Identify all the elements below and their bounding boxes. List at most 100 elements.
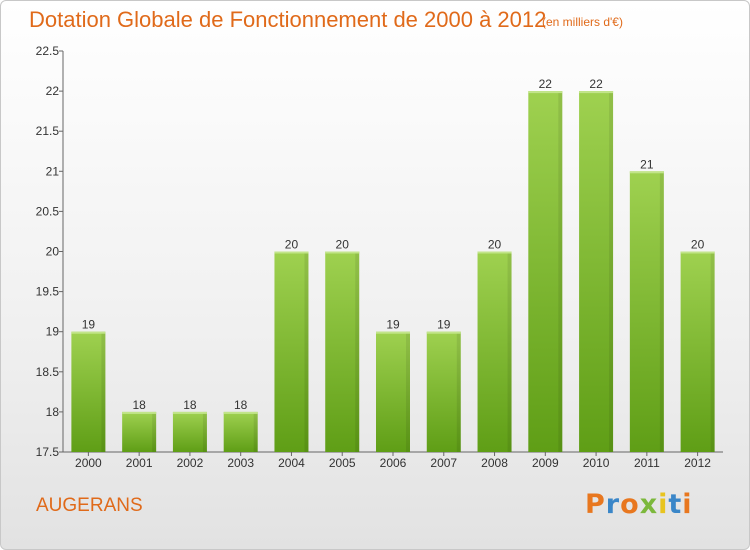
logo-letter: o (620, 489, 640, 520)
bar-group: 19 (376, 318, 410, 452)
bar (528, 91, 563, 452)
bar (579, 91, 614, 452)
bar-top-highlight (122, 411, 157, 414)
bar-value-label: 22 (539, 77, 553, 91)
x-tick-label: 2006 (380, 456, 407, 470)
bar-top-highlight (426, 331, 461, 334)
bar-group: 20 (477, 238, 512, 452)
bar-value-label: 22 (589, 77, 603, 91)
x-tick-label: 2012 (684, 456, 711, 470)
proxiti-logo: Proxiti (585, 489, 693, 520)
logo-letter: i (682, 489, 693, 520)
bar (376, 331, 410, 452)
bar-top-highlight (376, 331, 410, 334)
x-tick-label: 2002 (177, 456, 204, 470)
logo-letter: i (658, 489, 669, 520)
bar (477, 251, 512, 452)
bar-shade (659, 171, 664, 453)
bars: 19 18 18 18 20 20 19 19 20 22 22 21 20 (71, 77, 715, 453)
x-tick-label: 2005 (329, 456, 356, 470)
bar-group: 22 (579, 77, 614, 452)
bar-value-label: 18 (234, 398, 248, 412)
bar-value-label: 18 (132, 398, 146, 412)
x-tick-label: 2003 (227, 456, 254, 470)
bar-top-highlight (528, 91, 563, 94)
bar-shade (202, 411, 207, 452)
bar-top-highlight (325, 251, 360, 254)
y-tick-label: 18.5 (36, 365, 60, 379)
bar-shade (456, 331, 461, 452)
x-tick-label: 2010 (583, 456, 610, 470)
x-tick-label: 2008 (481, 456, 508, 470)
bar-value-label: 19 (386, 318, 400, 332)
bar-value-label: 20 (691, 238, 705, 252)
y-tick-label: 22 (46, 84, 60, 98)
bar-group: 19 (71, 318, 106, 452)
bar-shade (558, 91, 563, 452)
y-tick-label: 20.5 (36, 204, 60, 218)
bar-shade (609, 91, 614, 452)
y-tick-label: 21.5 (36, 124, 60, 138)
bar-top-highlight (680, 251, 715, 254)
bar-group: 21 (629, 157, 664, 453)
x-tick-label: 2009 (532, 456, 559, 470)
chart-subtitle: (en milliers d'€) (542, 15, 623, 29)
y-tick-label: 19 (46, 325, 60, 339)
logo-letter: r (605, 489, 621, 520)
bar-group: 20 (325, 238, 360, 452)
bar-top-highlight (223, 411, 258, 414)
bar-top-highlight (629, 171, 664, 174)
axes: 17.5 18 18.5 19 19.5 20 20.5 21 21.5 22 22.5 2000 20… (36, 44, 723, 470)
bar-value-label: 18 (183, 398, 197, 412)
bar (274, 251, 309, 452)
bar-top-highlight (172, 411, 207, 414)
logo-letter: P (585, 489, 606, 520)
bar-group: 20 (680, 238, 715, 452)
y-tick-label: 20 (46, 245, 60, 259)
bar-value-label: 20 (336, 238, 350, 252)
bar-shade (355, 251, 360, 452)
bar-shade (304, 251, 309, 452)
commune-name: AUGERANS (36, 495, 143, 516)
bar-value-label: 21 (640, 157, 654, 171)
bar (680, 251, 715, 452)
x-tick-label: 2001 (126, 456, 153, 470)
bar (325, 251, 360, 452)
bar-group: 18 (122, 398, 157, 452)
y-tick-label: 18 (46, 405, 60, 419)
bar (122, 411, 157, 452)
chart-title: Dotation Globale de Fonctionnement de 20… (29, 7, 547, 32)
bar-group: 18 (223, 398, 258, 452)
bar-group: 19 (426, 318, 461, 452)
bar-top-highlight (274, 251, 309, 254)
bar-shade (253, 411, 258, 452)
x-tick-label: 2000 (75, 456, 102, 470)
bar (629, 171, 664, 453)
bar-value-label: 20 (488, 238, 502, 252)
bar-group: 18 (172, 398, 207, 452)
x-tick-label: 2007 (430, 456, 457, 470)
bar-value-label: 20 (285, 238, 299, 252)
bar (426, 331, 461, 452)
bar-group: 20 (274, 238, 309, 452)
bar-top-highlight (477, 251, 512, 254)
bar-value-label: 19 (82, 318, 96, 332)
y-tick-label: 22.5 (36, 44, 60, 58)
bar-shade (710, 251, 715, 452)
bar (172, 411, 207, 452)
logo-letter: t (668, 489, 683, 520)
bar-value-label: 19 (437, 318, 451, 332)
bar-group: 22 (528, 77, 563, 452)
bar-top-highlight (71, 331, 106, 334)
y-tick-label: 21 (46, 164, 60, 178)
x-tick-label: 2011 (634, 456, 660, 470)
bar-shade (152, 411, 157, 452)
bar-shade (507, 251, 512, 452)
logo-letter: x (639, 489, 659, 520)
y-tick-label: 19.5 (36, 285, 60, 299)
bar-shade (406, 331, 410, 452)
bar (223, 411, 258, 452)
bar-shade (101, 331, 106, 452)
